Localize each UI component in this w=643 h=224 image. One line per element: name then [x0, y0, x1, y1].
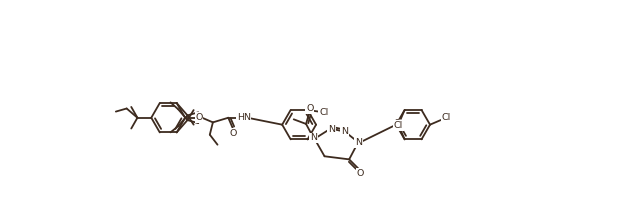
- Text: HN: HN: [237, 113, 251, 122]
- Text: Cl: Cl: [319, 108, 329, 117]
- Text: O: O: [229, 129, 237, 138]
- Text: Cl: Cl: [442, 113, 451, 122]
- Text: Cl: Cl: [394, 119, 403, 128]
- Text: N: N: [311, 133, 317, 142]
- Text: O: O: [195, 113, 203, 122]
- Text: N: N: [355, 138, 362, 147]
- Text: O: O: [356, 169, 364, 178]
- Text: O: O: [306, 104, 314, 113]
- Text: N: N: [328, 125, 335, 134]
- Text: Cl: Cl: [394, 121, 403, 130]
- Text: N: N: [341, 127, 348, 136]
